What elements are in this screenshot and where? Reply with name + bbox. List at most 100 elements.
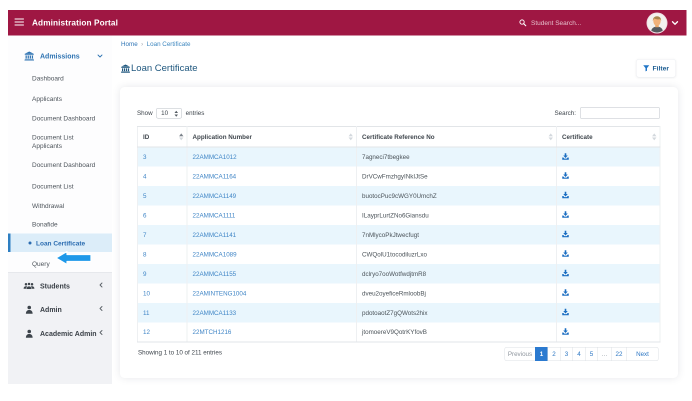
table-row: 12 22MTCH1216 jtomoereV9QotrKYfovB: [137, 322, 661, 343]
cell-application-number[interactable]: 22MTCH1216: [186, 322, 357, 343]
sidebar-item-document-list-applicants[interactable]: Document List Applicants: [32, 133, 74, 150]
cell-id[interactable]: 9: [137, 264, 188, 284]
menu-toggle-icon[interactable]: [14, 18, 24, 28]
cell-id[interactable]: 10: [137, 283, 188, 303]
cell-application-number[interactable]: 22AMINTENG1004: [186, 283, 357, 303]
sidebar-item-applicants[interactable]: Applicants: [32, 94, 62, 103]
download-icon[interactable]: [562, 153, 569, 162]
download-icon[interactable]: [562, 269, 569, 279]
bank-icon: [121, 64, 130, 73]
sidebar-group-admissions[interactable]: Admissions: [8, 46, 112, 66]
bank-icon: [23, 51, 35, 61]
search-label: Search:: [554, 109, 576, 117]
pagination-page-5[interactable]: 5: [585, 347, 598, 361]
table-search-input[interactable]: [580, 106, 660, 119]
cell-application-number[interactable]: 22AMMCA1012: [186, 147, 357, 167]
download-icon[interactable]: [562, 308, 569, 318]
column-header-id[interactable]: ID: [137, 126, 188, 148]
cell-id[interactable]: 6: [137, 205, 188, 225]
sidebar-group-label: Admin: [40, 305, 62, 314]
cell-application-number[interactable]: 22AMMCA1089: [186, 244, 357, 264]
page-length-control: Show 10 entries: [137, 107, 204, 119]
cell-application-number[interactable]: 22AMMCA1111: [186, 205, 357, 225]
cell-id[interactable]: 12: [137, 322, 188, 343]
cell-certificate: [556, 147, 661, 167]
cell-id[interactable]: 3: [137, 147, 188, 167]
user-menu-caret-icon[interactable]: [671, 21, 679, 26]
search-icon: [519, 19, 527, 27]
column-header-certificate-reference[interactable]: Certificate Reference No: [356, 126, 557, 148]
pagination-page-22[interactable]: 22: [611, 347, 627, 361]
page-length-select[interactable]: 10: [156, 107, 183, 119]
cell-certificate: [556, 186, 661, 206]
cell-certificate-reference: 7agneci7tbegkee: [356, 147, 557, 167]
cell-application-number[interactable]: 22AMMCA1149: [186, 186, 357, 206]
download-icon[interactable]: [562, 230, 569, 240]
pagination-page-1[interactable]: 1: [535, 347, 548, 361]
pagination-page-3[interactable]: 3: [560, 347, 573, 361]
filter-funnel-icon: [643, 65, 650, 72]
download-icon[interactable]: [562, 250, 569, 259]
table-row: 4 22AMMCA1164 DrVCwFmzhgyINkIJtSe: [137, 166, 661, 186]
cell-certificate: [556, 205, 661, 225]
cell-application-number[interactable]: 22AMMCA1141: [186, 225, 357, 245]
pagination-next[interactable]: Next: [626, 347, 659, 361]
download-icon[interactable]: [562, 172, 569, 181]
loan-certificate-table: ID Application Number: [137, 126, 661, 343]
main-content: Home › Loan Certificate Loan Certificate: [112, 35, 687, 384]
pagination-page-4[interactable]: 4: [572, 347, 586, 361]
sort-asc-icon: [179, 133, 184, 141]
table-row: 7 22AMMCA1141 7nMlycoPkJtwecfugt: [137, 225, 661, 245]
cell-certificate: [556, 264, 661, 284]
table-row: 9 22AMMCA1155 dclryo7ooWotfwdjtmR8: [137, 264, 661, 284]
table-row: 11 22AMMCA1133 pdotoaotZ7gQWots2hix: [137, 303, 661, 323]
sidebar-item-dashboard[interactable]: Dashboard: [32, 74, 64, 82]
cell-id[interactable]: 5: [137, 186, 188, 206]
chevron-left-icon: [99, 305, 103, 314]
cell-id[interactable]: 8: [137, 244, 188, 264]
sidebar-item-withdrawal[interactable]: Withdrawal: [32, 201, 65, 210]
column-header-application-number[interactable]: Application Number: [186, 126, 357, 148]
download-icon[interactable]: [562, 289, 569, 298]
pagination-page-2[interactable]: 2: [547, 347, 561, 361]
cell-application-number[interactable]: 22AMMCA1133: [186, 303, 357, 323]
datatable-card: Show 10 entries Search:: [120, 87, 678, 378]
table-row: 3 22AMMCA1012 7agneci7tbegkee: [137, 147, 661, 167]
sidebar-item-document-list[interactable]: Document List: [32, 182, 74, 190]
cell-id[interactable]: 11: [137, 303, 188, 323]
cell-certificate: [556, 225, 661, 245]
sidebar-group-admin[interactable]: Admin: [8, 300, 112, 320]
student-search: [519, 10, 591, 36]
cell-certificate: [556, 303, 661, 323]
sidebar-item-loan-certificate[interactable]: Loan Certificate: [8, 233, 112, 252]
sidebar-group-students[interactable]: Students: [8, 276, 112, 296]
cell-certificate: [556, 244, 661, 264]
cell-application-number[interactable]: 22AMMCA1164: [186, 166, 357, 186]
cell-certificate-reference: 7nMlycoPkJtwecfugt: [356, 225, 557, 245]
table-search-control: Search:: [554, 106, 660, 120]
download-icon[interactable]: [562, 328, 569, 337]
active-item-bullet: [28, 241, 32, 245]
pagination-ellipsis: …: [597, 347, 612, 361]
pagination-previous[interactable]: Previous: [504, 347, 536, 361]
student-search-input[interactable]: [531, 19, 591, 27]
column-header-certificate[interactable]: Certificate: [556, 126, 661, 148]
chevron-left-icon: [99, 282, 103, 291]
sidebar-item-query[interactable]: Query: [32, 259, 50, 268]
sidebar-item-bonafide[interactable]: Bonafide: [32, 220, 58, 228]
page-header: Loan Certificate Filter: [121, 59, 678, 79]
sidebar-item-document-dashboard[interactable]: Document Dashboard: [32, 114, 96, 122]
sidebar-group-academic-admin[interactable]: Academic Admin: [8, 324, 112, 344]
sidebar: Admissions Dashboard Applicants Document…: [8, 35, 112, 384]
breadcrumb-home-link[interactable]: Home: [121, 40, 138, 48]
cell-id[interactable]: 7: [137, 225, 188, 245]
sidebar-item-document-dashboard-2[interactable]: Document Dashboard: [32, 160, 96, 169]
download-icon[interactable]: [562, 211, 569, 220]
pagination: Previous 1 2 3 4 5 … 22 Next: [504, 347, 659, 361]
cell-id[interactable]: 4: [137, 166, 188, 186]
download-icon[interactable]: [562, 191, 569, 201]
table-info: Showing 1 to 10 of 211 entries: [138, 349, 222, 356]
user-avatar[interactable]: [647, 13, 667, 33]
filter-button[interactable]: Filter: [636, 59, 676, 78]
cell-application-number[interactable]: 22AMMCA1155: [186, 264, 357, 284]
